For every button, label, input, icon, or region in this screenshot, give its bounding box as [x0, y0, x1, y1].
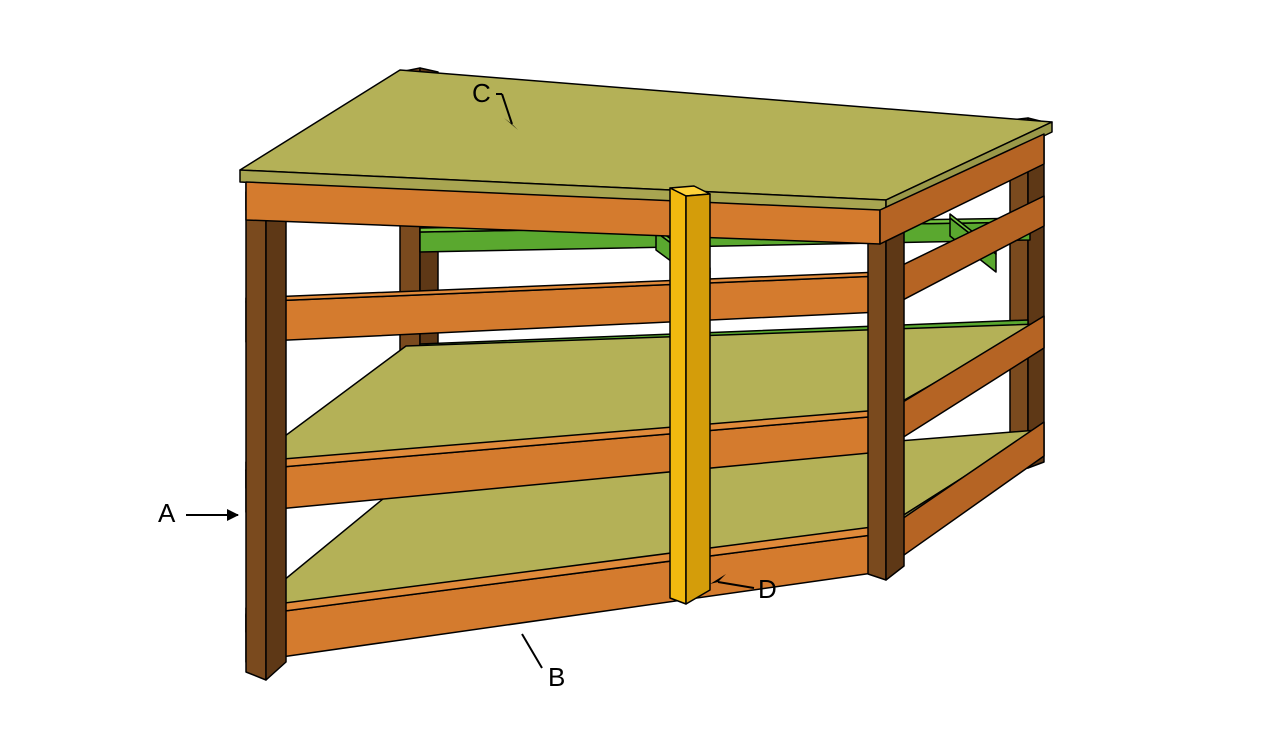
arrow-a — [186, 514, 238, 516]
center-brace — [670, 186, 710, 604]
leg-front-left — [246, 172, 286, 680]
label-a: A — [158, 498, 175, 529]
diagram-stage: .ln { stroke:#000; stroke-width:1.5; str… — [0, 0, 1280, 756]
shelving-diagram: .ln { stroke:#000; stroke-width:1.5; str… — [0, 0, 1280, 756]
label-d: D — [758, 574, 777, 605]
label-c: C — [472, 78, 491, 109]
arrow-c — [496, 88, 526, 138]
arrow-b — [500, 620, 560, 675]
arrow-d — [700, 570, 760, 600]
